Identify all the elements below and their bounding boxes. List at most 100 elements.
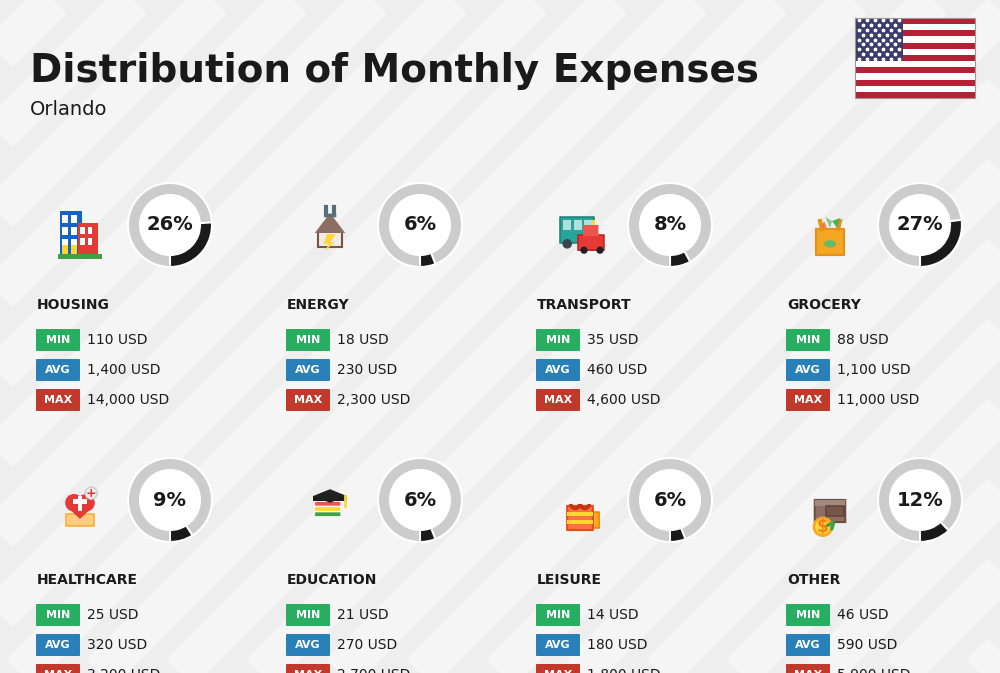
FancyBboxPatch shape — [36, 359, 80, 381]
Polygon shape — [324, 234, 336, 252]
Wedge shape — [920, 220, 962, 267]
Ellipse shape — [824, 240, 836, 248]
FancyBboxPatch shape — [62, 239, 68, 247]
FancyBboxPatch shape — [88, 238, 92, 246]
FancyBboxPatch shape — [855, 61, 975, 67]
Text: 12%: 12% — [897, 491, 943, 509]
FancyBboxPatch shape — [62, 215, 68, 223]
FancyBboxPatch shape — [592, 220, 595, 242]
Text: EDUCATION: EDUCATION — [287, 573, 377, 587]
FancyBboxPatch shape — [816, 229, 844, 255]
Polygon shape — [315, 213, 345, 233]
Circle shape — [140, 195, 200, 255]
FancyBboxPatch shape — [855, 79, 975, 85]
Circle shape — [890, 195, 950, 255]
Circle shape — [77, 494, 95, 511]
Text: 46 USD: 46 USD — [837, 608, 889, 622]
FancyBboxPatch shape — [567, 512, 593, 516]
FancyBboxPatch shape — [73, 499, 87, 504]
Circle shape — [562, 239, 572, 248]
Text: 8%: 8% — [653, 215, 687, 234]
Text: HOUSING: HOUSING — [37, 298, 110, 312]
Wedge shape — [378, 183, 462, 267]
Circle shape — [596, 246, 604, 254]
Circle shape — [140, 470, 200, 530]
FancyBboxPatch shape — [66, 514, 94, 526]
Polygon shape — [313, 489, 347, 503]
FancyBboxPatch shape — [313, 496, 347, 501]
Wedge shape — [878, 458, 962, 542]
FancyBboxPatch shape — [80, 227, 85, 234]
Text: AVG: AVG — [545, 365, 571, 375]
Text: MIN: MIN — [46, 610, 70, 620]
FancyBboxPatch shape — [855, 48, 975, 55]
FancyBboxPatch shape — [563, 220, 571, 229]
Text: +: + — [86, 487, 97, 499]
FancyBboxPatch shape — [315, 497, 341, 501]
Text: 14 USD: 14 USD — [587, 608, 639, 622]
FancyBboxPatch shape — [36, 389, 80, 411]
Circle shape — [580, 246, 588, 254]
Circle shape — [582, 239, 592, 248]
Text: 18 USD: 18 USD — [337, 333, 389, 347]
Polygon shape — [821, 221, 827, 227]
Text: 21 USD: 21 USD — [337, 608, 389, 622]
FancyBboxPatch shape — [855, 85, 975, 92]
FancyBboxPatch shape — [58, 254, 102, 259]
FancyBboxPatch shape — [536, 389, 580, 411]
Text: 35 USD: 35 USD — [587, 333, 639, 347]
FancyBboxPatch shape — [78, 496, 82, 511]
FancyBboxPatch shape — [36, 664, 80, 673]
FancyBboxPatch shape — [786, 329, 830, 351]
Text: MIN: MIN — [546, 610, 570, 620]
FancyBboxPatch shape — [62, 227, 68, 235]
FancyBboxPatch shape — [286, 329, 330, 351]
FancyBboxPatch shape — [71, 239, 77, 247]
Text: 180 USD: 180 USD — [587, 638, 648, 652]
Text: 3,200 USD: 3,200 USD — [87, 668, 160, 673]
FancyBboxPatch shape — [578, 235, 604, 250]
FancyBboxPatch shape — [536, 329, 580, 351]
Text: 27%: 27% — [897, 215, 943, 234]
Text: 1,800 USD: 1,800 USD — [587, 668, 661, 673]
Text: MAX: MAX — [794, 670, 822, 673]
Text: MAX: MAX — [294, 670, 322, 673]
Wedge shape — [628, 458, 712, 542]
FancyBboxPatch shape — [855, 67, 975, 73]
Text: 26%: 26% — [147, 215, 193, 234]
Circle shape — [65, 494, 83, 511]
Wedge shape — [420, 253, 435, 267]
Text: 1,100 USD: 1,100 USD — [837, 363, 911, 377]
Circle shape — [390, 470, 450, 530]
FancyBboxPatch shape — [855, 18, 903, 61]
Text: MAX: MAX — [44, 670, 72, 673]
Text: MIN: MIN — [296, 335, 320, 345]
Text: LEISURE: LEISURE — [537, 573, 602, 587]
FancyBboxPatch shape — [315, 507, 341, 511]
Text: AVG: AVG — [295, 365, 321, 375]
FancyBboxPatch shape — [36, 329, 80, 351]
Text: 270 USD: 270 USD — [337, 638, 397, 652]
Text: MIN: MIN — [796, 335, 820, 345]
Text: 2,300 USD: 2,300 USD — [337, 393, 410, 407]
FancyBboxPatch shape — [536, 359, 580, 381]
FancyBboxPatch shape — [80, 238, 85, 246]
Circle shape — [85, 487, 97, 499]
Text: 590 USD: 590 USD — [837, 638, 897, 652]
Text: AVG: AVG — [795, 365, 821, 375]
Text: OTHER: OTHER — [787, 573, 840, 587]
FancyBboxPatch shape — [71, 245, 77, 254]
FancyBboxPatch shape — [855, 55, 975, 61]
Wedge shape — [628, 183, 712, 267]
Text: MAX: MAX — [794, 395, 822, 405]
Text: MAX: MAX — [544, 670, 572, 673]
FancyBboxPatch shape — [855, 30, 975, 36]
Polygon shape — [832, 218, 840, 227]
Text: MIN: MIN — [796, 610, 820, 620]
Text: 25 USD: 25 USD — [87, 608, 138, 622]
FancyBboxPatch shape — [286, 389, 330, 411]
Text: 230 USD: 230 USD — [337, 363, 397, 377]
FancyBboxPatch shape — [786, 604, 830, 626]
Text: 110 USD: 110 USD — [87, 333, 148, 347]
FancyBboxPatch shape — [567, 520, 593, 524]
